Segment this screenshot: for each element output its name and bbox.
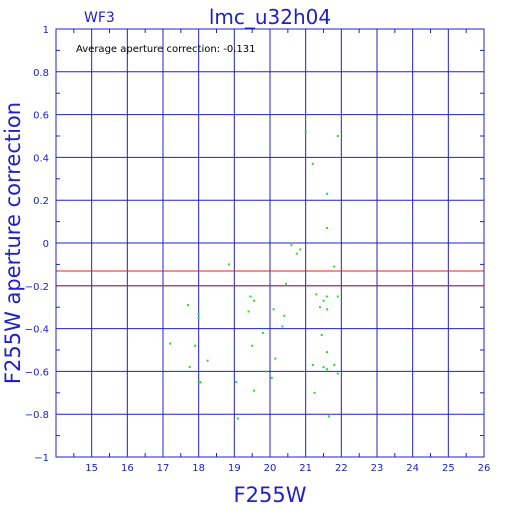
- data-point: [326, 368, 329, 371]
- data-point: [197, 316, 200, 319]
- data-point: [336, 135, 339, 137]
- data-point: [236, 417, 239, 420]
- data-point: [320, 334, 323, 337]
- y-tick-label: 0.2: [33, 196, 49, 207]
- grid: [56, 29, 484, 457]
- data-point: [333, 363, 336, 366]
- x-tick-label: 18: [192, 463, 205, 474]
- data-point: [290, 244, 293, 247]
- x-tick-label: 15: [85, 463, 98, 474]
- data-point: [251, 344, 254, 347]
- data-point: [336, 372, 339, 375]
- data-point: [247, 310, 250, 313]
- reference-lines: [56, 270, 484, 287]
- data-point: [206, 359, 209, 362]
- data-point: [188, 366, 191, 369]
- data-point: [274, 357, 277, 360]
- data-point: [311, 363, 314, 366]
- y-tick-label: −0.6: [25, 367, 49, 378]
- data-point: [285, 282, 288, 285]
- data-point: [252, 299, 255, 302]
- data-point: [336, 295, 339, 298]
- data-point: [326, 192, 329, 195]
- data-point: [295, 252, 298, 255]
- data-point: [304, 130, 307, 133]
- data-point: [197, 312, 200, 315]
- data-point: [197, 381, 200, 384]
- x-tick-label: 26: [478, 463, 491, 474]
- x-axis-label: F255W: [234, 483, 307, 507]
- data-point: [169, 342, 172, 345]
- x-tick-label: 22: [335, 463, 348, 474]
- data-point: [326, 351, 329, 354]
- y-tick-label: 0: [43, 239, 49, 250]
- data-point: [283, 314, 286, 317]
- average-annotation: Average aperture correction: -0.131: [76, 44, 256, 55]
- data-point: [249, 295, 252, 298]
- data-point: [261, 331, 264, 334]
- y-tick-label: −0.8: [25, 410, 49, 421]
- y-tick-label: 0.4: [33, 153, 49, 164]
- panel-label: WF3: [84, 10, 115, 26]
- data-point: [265, 370, 268, 373]
- data-point: [322, 366, 325, 369]
- data-point: [299, 248, 302, 251]
- y-tick-label: 0.8: [33, 68, 49, 79]
- y-axis-label: F255W aperture correction: [1, 102, 25, 384]
- data-point: [227, 263, 230, 266]
- x-tick-label: 19: [228, 463, 241, 474]
- x-tick-label: 17: [157, 463, 170, 474]
- data-point: [199, 381, 202, 384]
- data-point: [322, 299, 325, 302]
- data-point: [194, 344, 197, 347]
- data-point: [315, 293, 318, 296]
- data-point: [313, 391, 316, 394]
- data-point: [272, 308, 275, 311]
- data-point: [326, 295, 329, 298]
- y-tick-label: −1: [34, 453, 49, 464]
- x-tick-label: 24: [406, 463, 419, 474]
- data-point: [318, 306, 321, 309]
- y-tick-label: 1: [43, 25, 49, 36]
- plot-frame: [55, 28, 485, 458]
- data-point: [327, 415, 330, 418]
- data-point: [311, 162, 314, 165]
- data-points: [169, 130, 339, 420]
- x-tick-label: 21: [299, 463, 312, 474]
- x-tick-label: 25: [442, 463, 455, 474]
- x-tick-label: 16: [121, 463, 134, 474]
- data-point: [326, 227, 329, 230]
- data-point: [235, 381, 238, 384]
- data-point: [333, 265, 336, 268]
- x-tick-label: 20: [264, 463, 277, 474]
- axis-ticks: 15 16 17 18 19 20 21 22 23 24 25 26 −1 −0.8 −0.6 −0.4 −0…: [25, 25, 491, 474]
- data-point: [186, 304, 189, 307]
- data-point: [252, 389, 255, 392]
- chart-title: lmc_u32h04: [209, 5, 331, 29]
- data-point: [270, 376, 273, 379]
- data-point: [326, 308, 329, 311]
- y-tick-label: −0.4: [25, 325, 49, 336]
- data-point: [281, 325, 284, 328]
- y-tick-label: −0.2: [25, 282, 49, 293]
- y-tick-label: 0.6: [33, 111, 49, 122]
- x-tick-label: 23: [371, 463, 384, 474]
